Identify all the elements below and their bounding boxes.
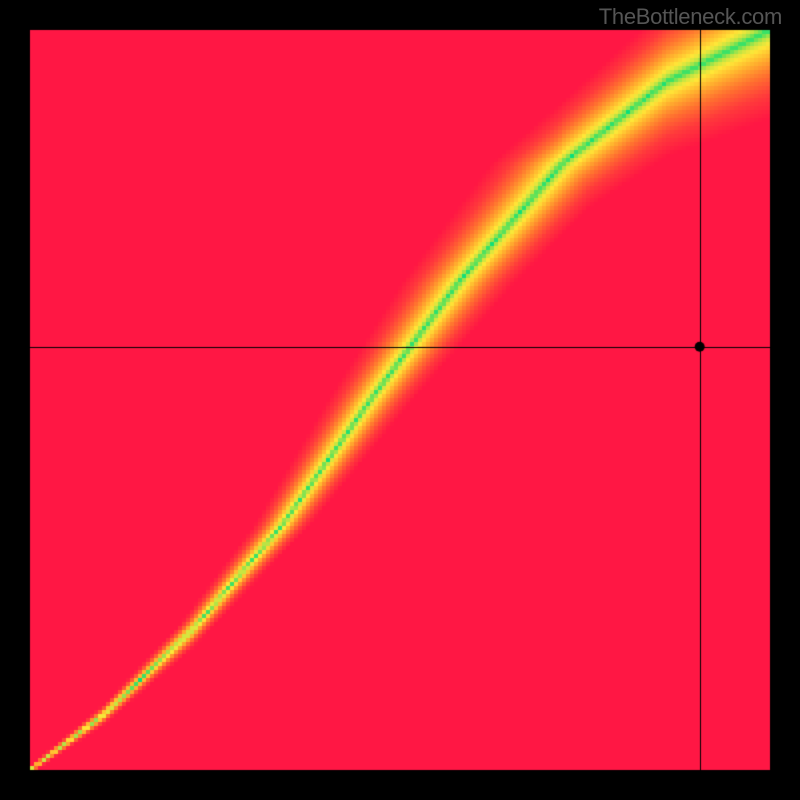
watermark-text: TheBottleneck.com [599, 4, 782, 30]
bottleneck-heatmap-canvas [0, 0, 800, 800]
chart-container: TheBottleneck.com [0, 0, 800, 800]
